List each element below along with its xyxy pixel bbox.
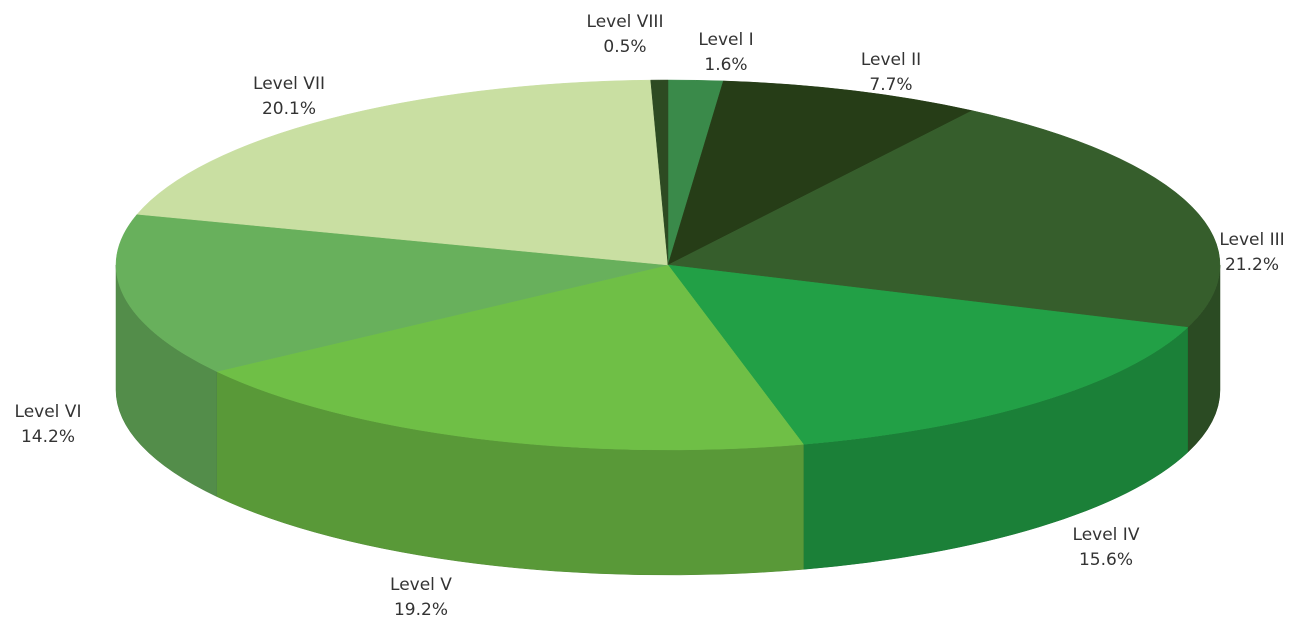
slice-value-label: 1.6% xyxy=(704,55,747,75)
slice-label: Level VIII xyxy=(587,12,664,32)
slice-value-label: 21.2% xyxy=(1225,255,1279,275)
pie-tops xyxy=(115,79,1221,451)
pie-slice xyxy=(215,264,804,451)
pie-slice xyxy=(667,264,1189,445)
slice-label: Level I xyxy=(698,30,753,50)
slice-label: Level VI xyxy=(15,402,82,422)
pie-sides xyxy=(115,264,1221,576)
slice-value-label: 14.2% xyxy=(21,427,75,447)
slice-label: Level III xyxy=(1219,230,1284,250)
slice-label: Level II xyxy=(861,50,921,70)
pie-slice xyxy=(667,80,973,266)
slice-value-label: 20.1% xyxy=(262,99,316,119)
pie-slice xyxy=(115,214,669,372)
slice-value-label: 0.5% xyxy=(603,37,646,57)
pie-slice xyxy=(136,79,669,266)
pie-labels: Level I 1.6% Level II 7.7% Level III 21.2% Lev… xyxy=(15,12,1285,620)
pie-slice xyxy=(667,110,1221,328)
slice-value-label: 15.6% xyxy=(1079,550,1133,570)
slice-value-label: 19.2% xyxy=(394,600,448,620)
pie-slice xyxy=(650,79,669,266)
slice-label: Level IV xyxy=(1073,525,1140,545)
slice-value-label: 7.7% xyxy=(869,75,912,95)
slice-label: Level VII xyxy=(253,74,325,94)
slice-label: Level V xyxy=(390,575,452,595)
